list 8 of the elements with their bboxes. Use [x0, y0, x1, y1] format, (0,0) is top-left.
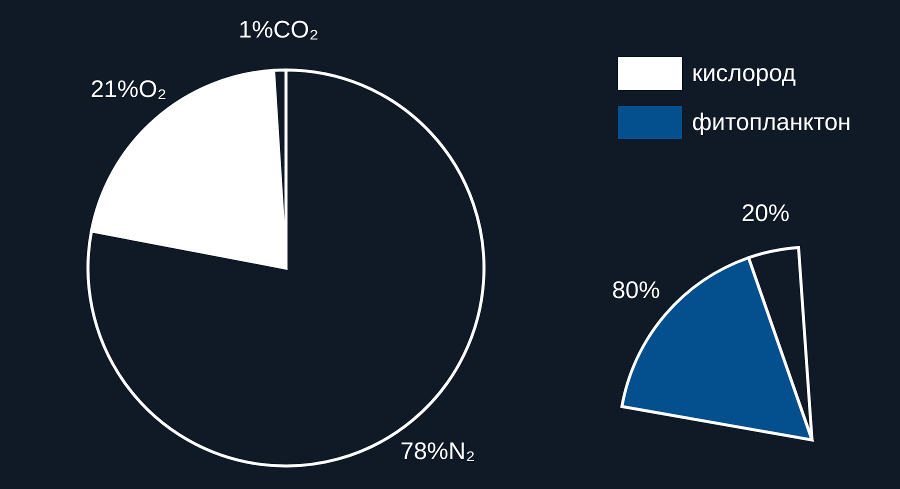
pie-slice	[86, 68, 486, 468]
data-label: 78%N₂	[400, 438, 476, 465]
legend-label: кислород	[692, 60, 796, 88]
data-label: 80%	[612, 276, 660, 304]
data-label: 1%CO₂	[238, 16, 319, 44]
data-label: 20%	[742, 200, 790, 228]
legend-label: фитопланктон	[692, 108, 851, 136]
data-label: 21%O₂	[90, 76, 167, 103]
